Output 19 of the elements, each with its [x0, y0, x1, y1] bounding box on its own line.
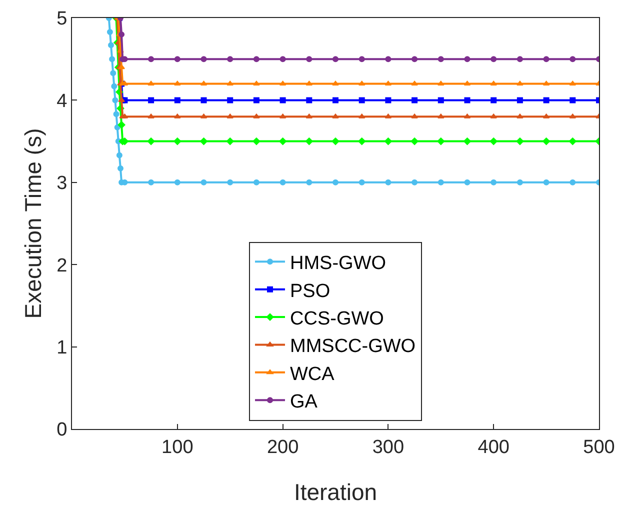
legend-label: PSO	[290, 280, 330, 302]
y-tick-label: 2	[56, 255, 68, 276]
x-tick-label: 200	[266, 436, 299, 458]
y-axis-title: Execution Time (s)	[20, 128, 46, 319]
x-tick-label: 100	[162, 436, 194, 458]
y-tick-label: 4	[56, 90, 68, 112]
x-tick-label: 400	[478, 436, 510, 458]
x-tick-label: 500	[583, 436, 615, 458]
y-tick-label: 0	[56, 420, 68, 441]
y-tick-label: 3	[56, 173, 68, 194]
x-tick-label: 300	[372, 436, 404, 458]
legend-label: CCS-GWO	[290, 308, 384, 330]
legend-label: GA	[290, 392, 318, 413]
y-tick-label: 5	[56, 8, 68, 30]
y-tick-label: 1	[56, 337, 68, 358]
legend-label: HMS-GWO	[290, 253, 386, 274]
legend-label: MMSCC-GWO	[290, 336, 416, 358]
legend-label: WCA	[290, 364, 335, 385]
x-axis-title: Iteration	[294, 479, 378, 505]
